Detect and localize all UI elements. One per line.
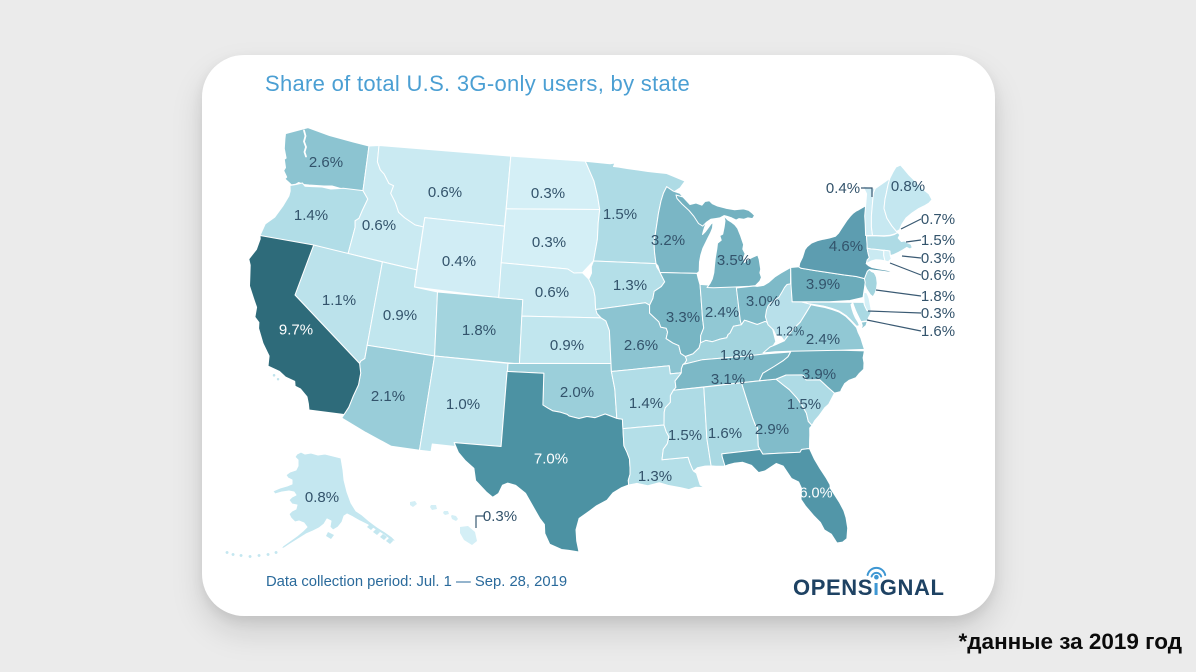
svg-text:2.1%: 2.1% <box>371 388 405 405</box>
svg-text:1.5%: 1.5% <box>603 206 637 223</box>
svg-text:1.5%: 1.5% <box>921 232 955 249</box>
svg-text:0.3%: 0.3% <box>483 508 517 525</box>
svg-text:7.0%: 7.0% <box>534 451 568 468</box>
svg-text:1.4%: 1.4% <box>629 395 663 412</box>
svg-text:3.9%: 3.9% <box>806 276 840 293</box>
svg-text:1.8%: 1.8% <box>462 322 496 339</box>
svg-text:0.9%: 0.9% <box>383 307 417 324</box>
svg-text:0.3%: 0.3% <box>921 250 955 267</box>
svg-text:1.4%: 1.4% <box>294 207 328 224</box>
svg-text:1.5%: 1.5% <box>668 427 702 444</box>
svg-text:2.4%: 2.4% <box>806 331 840 348</box>
svg-text:0.4%: 0.4% <box>442 253 476 270</box>
svg-text:0.7%: 0.7% <box>921 211 955 228</box>
svg-text:0.8%: 0.8% <box>305 489 339 506</box>
svg-text:3.3%: 3.3% <box>666 309 700 326</box>
svg-text:0.8%: 0.8% <box>891 178 925 195</box>
svg-text:1.3%: 1.3% <box>613 277 647 294</box>
svg-text:3.9%: 3.9% <box>802 366 836 383</box>
svg-text:0.6%: 0.6% <box>921 267 955 284</box>
svg-text:1.8%: 1.8% <box>921 288 955 305</box>
svg-text:1.6%: 1.6% <box>708 425 742 442</box>
svg-text:2.0%: 2.0% <box>560 384 594 401</box>
svg-text:0.3%: 0.3% <box>531 185 565 202</box>
svg-text:3.5%: 3.5% <box>717 252 751 269</box>
svg-text:0.3%: 0.3% <box>532 234 566 251</box>
svg-text:0.6%: 0.6% <box>428 184 462 201</box>
svg-text:2.6%: 2.6% <box>309 154 343 171</box>
svg-text:1.8%: 1.8% <box>720 347 754 364</box>
svg-text:1.0%: 1.0% <box>446 396 480 413</box>
svg-text:1.2%: 1.2% <box>776 325 805 339</box>
svg-text:4.6%: 4.6% <box>829 238 863 255</box>
svg-text:1.5%: 1.5% <box>787 396 821 413</box>
svg-text:6.0%: 6.0% <box>799 486 832 502</box>
svg-text:1.6%: 1.6% <box>921 323 955 340</box>
svg-text:2.6%: 2.6% <box>624 337 658 354</box>
svg-text:0.3%: 0.3% <box>921 305 955 322</box>
svg-text:1.3%: 1.3% <box>638 468 672 485</box>
svg-text:2.4%: 2.4% <box>705 304 739 321</box>
svg-text:0.9%: 0.9% <box>550 337 584 354</box>
svg-text:1.1%: 1.1% <box>322 292 356 309</box>
svg-text:3.2%: 3.2% <box>651 232 685 249</box>
svg-text:3.0%: 3.0% <box>746 293 780 310</box>
svg-text:9.7%: 9.7% <box>279 322 313 339</box>
svg-text:3.1%: 3.1% <box>711 371 745 388</box>
svg-text:0.4%: 0.4% <box>826 180 860 197</box>
svg-text:0.6%: 0.6% <box>362 217 396 234</box>
svg-text:0.6%: 0.6% <box>535 284 569 301</box>
svg-text:2.9%: 2.9% <box>755 421 789 438</box>
